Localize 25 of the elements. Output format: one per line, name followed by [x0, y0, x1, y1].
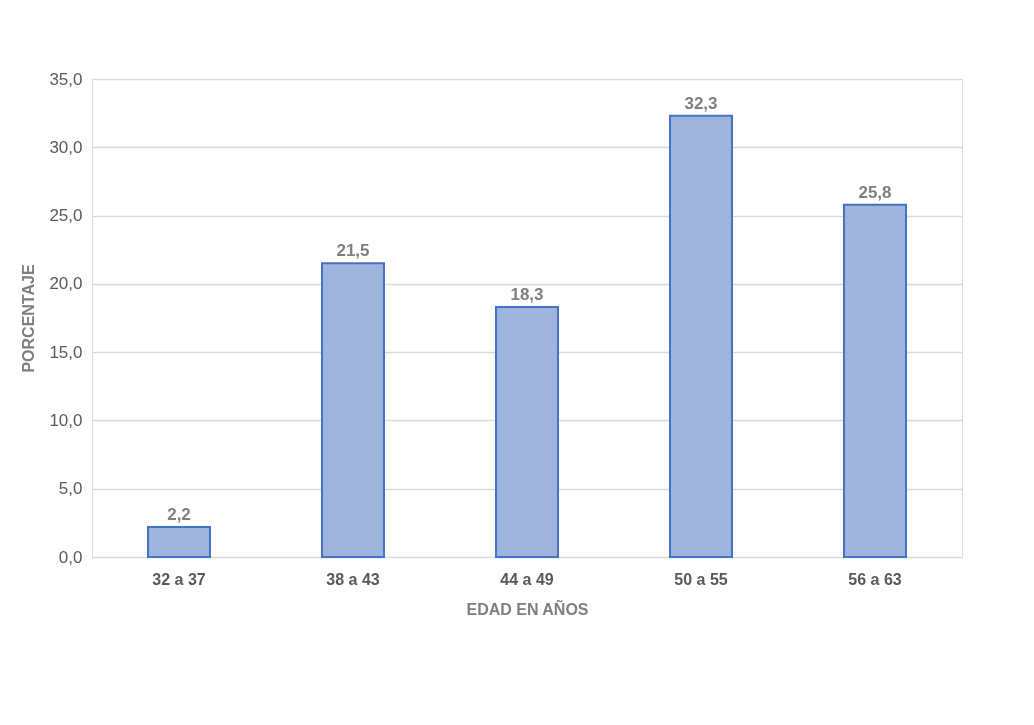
y-tick-label: 30,0: [49, 137, 83, 157]
y-tick-label: 35,0: [49, 69, 83, 89]
data-label: 25,8: [858, 182, 892, 202]
data-label: 21,5: [336, 241, 370, 261]
x-tick-label: 38 a 43: [326, 570, 380, 588]
bar: [495, 306, 559, 558]
x-tick-label: 32 a 37: [152, 570, 206, 588]
bar: [669, 114, 733, 558]
x-tick-label: 44 a 49: [500, 570, 554, 588]
bar: [843, 203, 907, 558]
x-tick-label: 56 a 63: [848, 570, 902, 588]
x-tick-label: 50 a 55: [674, 570, 728, 588]
y-tick-label: 10,0: [49, 410, 83, 430]
y-tick-label: 15,0: [49, 342, 83, 362]
data-label: 18,3: [510, 285, 544, 305]
bar: [147, 525, 211, 558]
x-axis-title: EDAD EN AÑOS: [466, 598, 589, 618]
data-label: 32,3: [684, 93, 718, 113]
y-axis-title: PORCENTAJE: [20, 264, 38, 373]
y-tick-label: 0,0: [58, 547, 83, 567]
data-label: 2,2: [167, 504, 191, 524]
y-tick-label: 25,0: [49, 206, 83, 226]
y-tick-label: 20,0: [49, 274, 83, 294]
y-tick-label: 5,0: [58, 479, 83, 499]
bar: [321, 262, 385, 558]
